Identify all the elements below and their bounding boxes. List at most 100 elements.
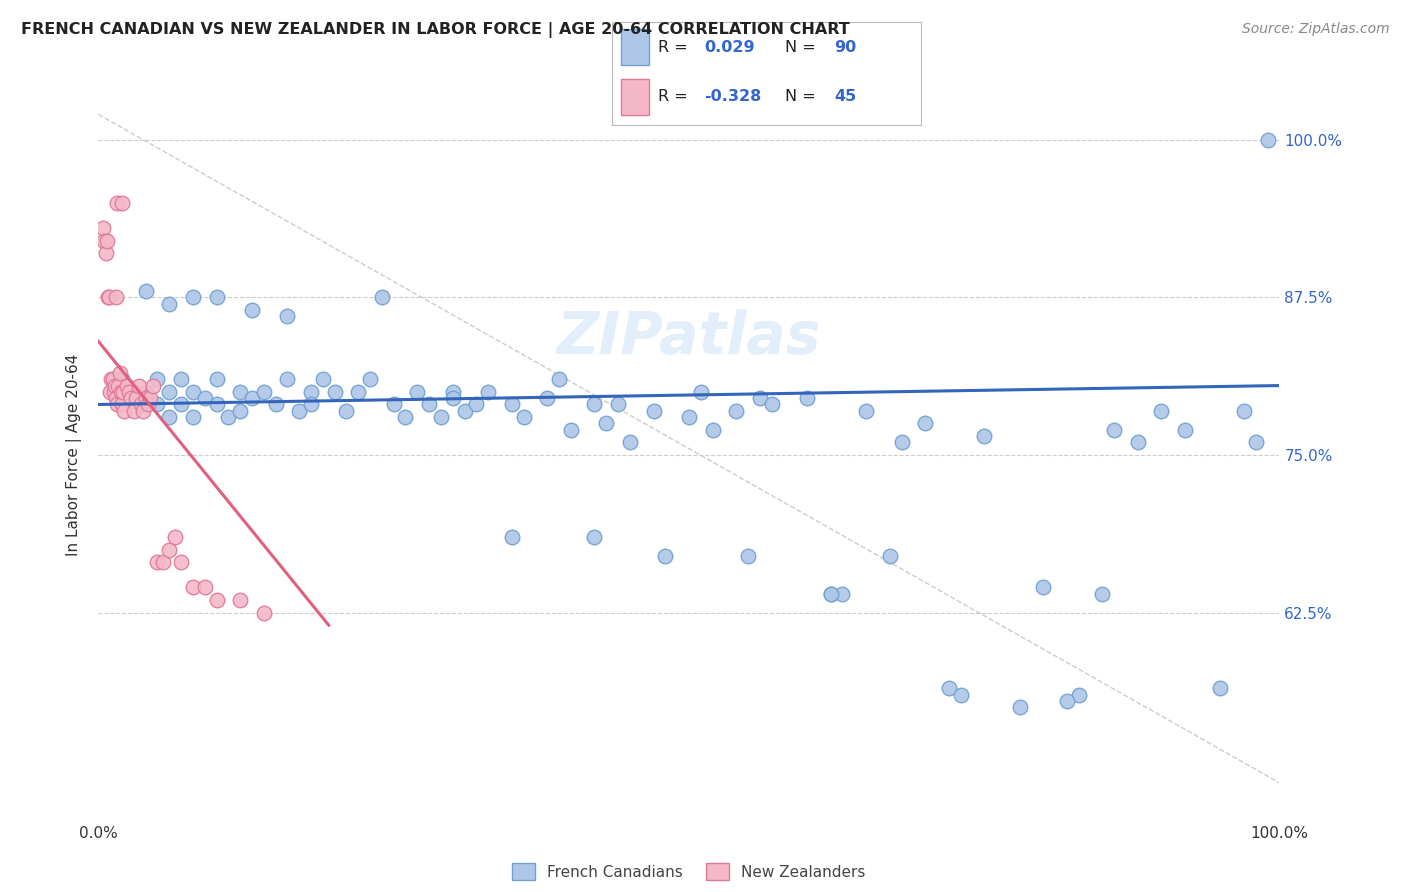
Point [761, 397, 783, 411]
Point [1067, 688, 1090, 702]
Point [1174, 423, 1197, 437]
Point [105, 397, 128, 411]
Point [1244, 435, 1267, 450]
Point [831, 587, 853, 601]
Point [157, 384, 180, 399]
Point [104, 378, 127, 392]
Point [702, 423, 724, 437]
Point [205, 397, 228, 411]
Point [1150, 404, 1173, 418]
Point [100, 372, 122, 386]
Point [135, 391, 157, 405]
Point [938, 681, 960, 696]
Point [107, 378, 129, 392]
Point [796, 391, 818, 405]
Point [855, 404, 877, 418]
Point [112, 404, 135, 418]
Point [465, 397, 488, 411]
Point [111, 397, 134, 411]
Point [194, 391, 217, 405]
Point [125, 391, 148, 405]
Point [205, 372, 228, 386]
Point [96, 234, 118, 248]
Point [619, 435, 641, 450]
Point [240, 391, 263, 405]
Point [1032, 580, 1054, 594]
Point [98, 384, 121, 399]
Text: R =: R = [658, 89, 693, 104]
Point [453, 404, 475, 418]
Point [879, 549, 901, 563]
Point [748, 391, 770, 405]
Point [103, 384, 125, 399]
Point [105, 391, 128, 405]
Point [105, 290, 128, 304]
Point [441, 384, 464, 399]
Point [111, 372, 134, 386]
Point [1209, 681, 1232, 696]
Legend: French Canadians, New Zealanders: French Canadians, New Zealanders [506, 857, 872, 886]
Point [536, 391, 558, 405]
Point [914, 417, 936, 431]
Point [1091, 587, 1114, 601]
Point [229, 384, 252, 399]
Point [115, 378, 138, 392]
Point [1056, 694, 1078, 708]
Text: ZIPatlas: ZIPatlas [557, 310, 821, 367]
Point [820, 587, 842, 601]
Point [139, 391, 162, 405]
Point [359, 832, 381, 847]
Point [347, 384, 370, 399]
Point [299, 397, 322, 411]
Point [122, 404, 145, 418]
Text: N =: N = [785, 89, 821, 104]
Text: 0.029: 0.029 [704, 40, 755, 55]
Point [501, 397, 523, 411]
Point [299, 384, 322, 399]
Point [1126, 435, 1149, 450]
Text: 90: 90 [834, 40, 856, 55]
Point [128, 378, 150, 392]
Point [288, 404, 311, 418]
Point [560, 423, 582, 437]
Point [205, 290, 228, 304]
Point [146, 555, 169, 569]
Text: R =: R = [658, 40, 693, 55]
Point [973, 429, 995, 443]
Point [548, 372, 571, 386]
Point [157, 542, 180, 557]
Point [253, 606, 276, 620]
Point [121, 391, 143, 405]
Point [157, 410, 180, 425]
Point [501, 530, 523, 544]
Point [595, 417, 617, 431]
Point [689, 384, 711, 399]
Point [108, 366, 131, 380]
Point [181, 384, 204, 399]
Point [441, 391, 464, 405]
Bar [621, 78, 648, 114]
Point [136, 397, 159, 411]
Point [949, 688, 972, 702]
Point [146, 372, 169, 386]
Point [170, 397, 193, 411]
Point [406, 384, 429, 399]
Point [101, 372, 124, 386]
Point [276, 309, 298, 323]
Point [91, 221, 114, 235]
Point [312, 372, 335, 386]
Point [1008, 700, 1031, 714]
Point [165, 530, 187, 544]
Point [157, 296, 180, 310]
Point [737, 549, 759, 563]
Point [276, 372, 298, 386]
Point [394, 410, 416, 425]
Point [205, 593, 228, 607]
Point [217, 410, 239, 425]
Point [583, 530, 606, 544]
Bar [621, 29, 648, 65]
Point [122, 384, 145, 399]
Point [194, 580, 217, 594]
Point [105, 195, 128, 210]
Point [97, 290, 120, 304]
